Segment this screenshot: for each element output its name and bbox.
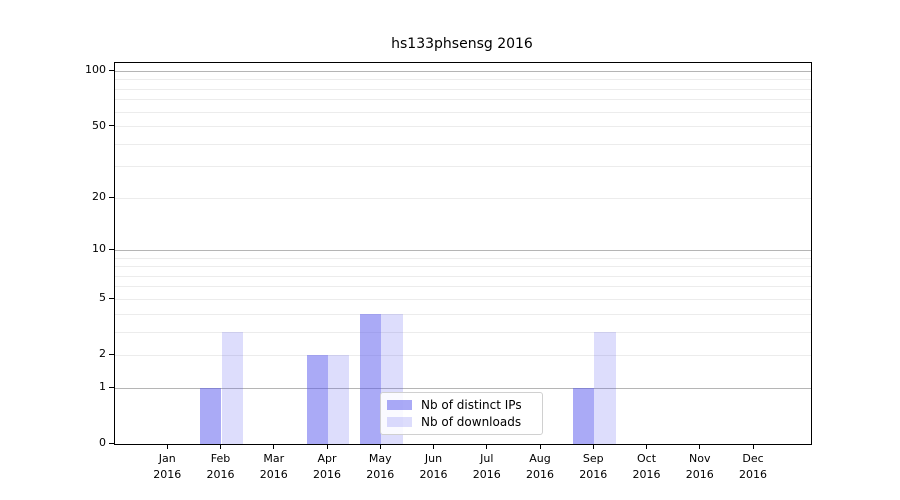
x-axis-tick [379, 444, 381, 449]
x-axis-tick-label: Nov 2016 [685, 452, 714, 481]
x-axis-tick [486, 444, 488, 449]
x-axis-tick-label: Aug 2016 [526, 452, 554, 481]
gridline-minor [115, 166, 811, 168]
x-axis-tick-label: Oct 2016 [632, 452, 661, 481]
gridline-minor [115, 286, 811, 288]
legend-label-distinct-ips: Nb of distinct IPs [421, 398, 522, 412]
legend-item-distinct-ips: Nb of distinct IPs [387, 398, 542, 412]
gridline-major [115, 70, 811, 72]
bar-distinct-ips [200, 388, 222, 444]
chart-title: hs133phsensg 2016 [391, 36, 533, 52]
legend-label-downloads: Nb of downloads [421, 415, 522, 429]
gridline-minor [115, 111, 811, 113]
x-axis-tick-label: Feb 2016 [206, 452, 235, 481]
legend-item-downloads: Nb of downloads [387, 415, 542, 429]
y-axis-tick [109, 297, 114, 299]
legend-swatch-distinct-ips [387, 400, 412, 410]
x-axis-tick-label: Jan 2016 [153, 452, 182, 481]
gridline-minor [115, 79, 811, 81]
plot-area [114, 62, 812, 445]
y-axis-tick-label: 50 [92, 118, 106, 132]
x-axis-tick [433, 444, 434, 449]
gridline-minor [115, 126, 811, 128]
x-axis-tick-label: Apr 2016 [313, 452, 341, 481]
x-axis-tick-label: Jul 2016 [472, 452, 501, 481]
gridline-minor [115, 99, 811, 101]
x-axis-tick-label: Jun 2016 [419, 452, 448, 481]
bar-distinct-ips [572, 388, 595, 444]
y-axis-tick-label: 100 [85, 63, 106, 77]
x-axis-tick [273, 444, 275, 449]
y-axis-tick-label: 0 [99, 436, 106, 449]
bar-downloads [328, 355, 350, 444]
bar-downloads [594, 332, 616, 444]
legend: Nb of distinct IPs Nb of downloads [380, 392, 543, 435]
gridline-minor [115, 354, 811, 356]
bar-distinct-ips [306, 355, 328, 444]
x-axis-tick [646, 444, 648, 449]
y-axis-tick-label: 10 [92, 242, 106, 256]
gridline-minor [115, 266, 811, 268]
x-axis-tick-label: May 2016 [366, 452, 395, 481]
x-axis-tick [752, 444, 754, 449]
gridline-minor [115, 298, 811, 300]
gridline-minor [115, 331, 811, 333]
x-axis-tick [326, 444, 328, 449]
gridline-minor [115, 143, 811, 145]
bar-downloads [221, 332, 243, 444]
x-axis-tick [539, 444, 541, 449]
y-axis-tick-label: 20 [92, 190, 106, 204]
x-axis-tick [220, 444, 221, 449]
gridline-major [115, 387, 811, 389]
y-axis-tick [109, 196, 114, 198]
gridline-minor [115, 275, 811, 277]
y-axis-tick [109, 386, 114, 388]
gridline-minor [115, 197, 811, 199]
y-axis-tick [109, 125, 114, 127]
x-axis-tick-label: Mar 2016 [259, 452, 288, 481]
gridline-minor [115, 313, 811, 315]
gridline-major [115, 249, 811, 251]
x-axis-tick [592, 444, 594, 449]
x-axis-tick [699, 444, 701, 449]
x-axis-tick [166, 444, 168, 449]
legend-swatch-downloads [387, 417, 412, 427]
y-axis-tick [109, 442, 114, 444]
y-axis-tick-label: 2 [99, 347, 106, 361]
x-axis-tick-label: Dec 2016 [739, 452, 768, 481]
bar-distinct-ips [359, 314, 382, 444]
y-axis-tick-label: 1 [99, 380, 106, 394]
y-axis-tick [109, 69, 114, 71]
x-axis-tick-label: Sep 2016 [579, 452, 608, 481]
gridline-minor [115, 257, 811, 259]
gridline-minor [115, 88, 811, 90]
y-axis-tick [109, 353, 114, 355]
y-axis-tick-label: 5 [99, 291, 106, 305]
y-axis-tick [109, 248, 114, 250]
